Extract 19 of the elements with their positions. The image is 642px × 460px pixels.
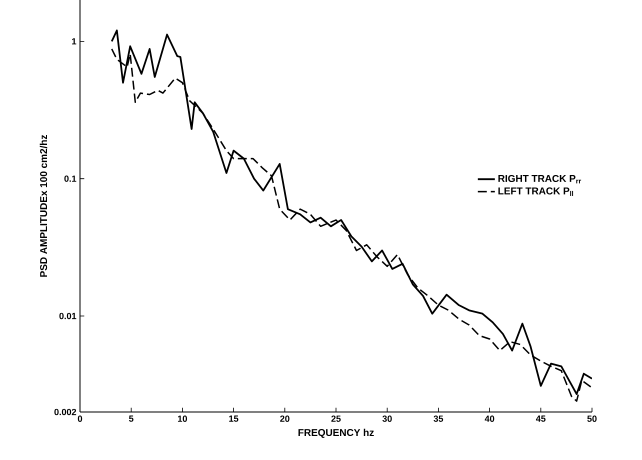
y-axis-title: PSD AMPLITUDEx 100 cm2/hz: [40, 134, 48, 277]
x-tick-label: 45: [536, 416, 546, 422]
y-tick-label: 0.002: [54, 408, 76, 416]
x-tick-label: 0: [78, 416, 82, 422]
x-tick-label: 35: [434, 416, 444, 422]
x-axis-title: FREQUENCY hz: [298, 428, 374, 438]
x-tick-label: 15: [229, 416, 238, 422]
legend-label: LEFT TRACK P$_{ll}$: [498, 187, 574, 196]
y-tick-label: 0.1: [64, 175, 76, 182]
x-tick-label: 30: [382, 416, 392, 422]
x-tick-label: 40: [484, 416, 494, 422]
x-tick-label: 50: [587, 416, 597, 422]
legend-label: RIGHT TRACK P$_{rr}$: [498, 174, 582, 184]
x-tick-label: 25: [331, 416, 341, 422]
x-tick-label: 20: [280, 416, 290, 422]
x-tick-label: 5: [128, 416, 134, 422]
x-tick-label: 10: [178, 416, 188, 422]
y-tick-label: 0.01: [59, 312, 76, 320]
y-tick-label: 1: [72, 38, 76, 44]
